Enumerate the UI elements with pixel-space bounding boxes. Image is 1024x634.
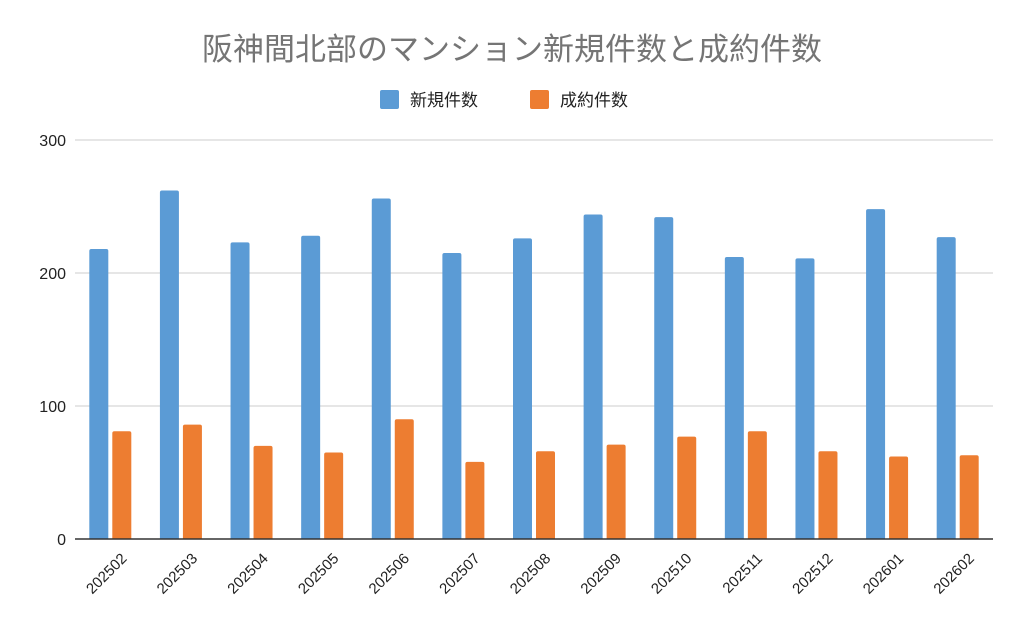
bar-new-202506	[371, 198, 391, 539]
bar-contract-202504	[253, 445, 273, 539]
bar-contract-202508	[536, 451, 555, 539]
legend-item-contract: 成約件数	[530, 90, 628, 111]
legend: 新規件数 成約件数	[380, 90, 628, 111]
bar-new-202510	[654, 217, 674, 539]
bar-contract-202506	[394, 419, 414, 539]
x-tick-label: 202507	[436, 550, 483, 597]
bar-new-202507	[442, 253, 462, 540]
x-axis-ticks: 202502 202503 202504 202505 202506 202507 2025…	[83, 550, 978, 597]
gridlines	[75, 139, 993, 407]
bar-contract-202511	[747, 431, 767, 539]
x-tick-label: 202511	[719, 550, 766, 597]
bar-new-202511	[724, 257, 744, 539]
bar-new-202505	[301, 235, 321, 539]
bar-contract-202505	[324, 452, 344, 539]
bar-new-202508	[513, 238, 532, 540]
x-tick-label: 202601	[860, 550, 907, 597]
x-tick-label: 202506	[366, 550, 413, 597]
bar-contract-202512	[818, 451, 838, 539]
y-axis-ticks: 0 100 200 300	[39, 133, 66, 549]
x-tick-label: 202505	[295, 550, 342, 597]
bar-new-202502	[89, 249, 109, 539]
bar-contract-202602	[959, 455, 979, 539]
bar-contract-202601	[889, 456, 909, 539]
bar-contract-202503	[182, 424, 202, 539]
bar-new-202509	[583, 214, 603, 540]
y-tick-label: 300	[39, 133, 66, 150]
x-tick-label: 202509	[577, 550, 624, 597]
legend-item-new: 新規件数	[380, 90, 478, 111]
y-tick-label: 0	[57, 532, 66, 549]
x-tick-label: 202508	[507, 550, 554, 597]
bar-new-202503	[159, 190, 179, 540]
legend-label-contract: 成約件数	[560, 91, 628, 111]
bars	[89, 190, 979, 540]
y-tick-label: 200	[39, 266, 66, 283]
x-tick-label: 202602	[930, 550, 977, 597]
bar-new-202504	[230, 242, 250, 539]
legend-swatch-contract	[530, 90, 549, 109]
bar-contract-202510	[677, 436, 697, 539]
y-tick-label: 100	[39, 399, 66, 416]
legend-swatch-new	[380, 90, 399, 109]
bar-new-202601	[866, 209, 886, 539]
bar-contract-202507	[465, 461, 485, 539]
x-tick-label: 202503	[154, 550, 201, 597]
x-tick-label: 202512	[789, 550, 836, 597]
bar-contract-202509	[606, 444, 626, 539]
bar-new-202602	[936, 237, 956, 539]
bar-new-202512	[795, 258, 815, 539]
legend-label-new: 新規件数	[410, 91, 478, 111]
x-tick-label: 202504	[224, 550, 271, 597]
chart-title: 阪神間北部のマンション新規件数と成約件数	[202, 32, 822, 68]
x-tick-label: 202502	[83, 550, 130, 597]
bar-contract-202502	[112, 431, 132, 539]
x-tick-label: 202510	[648, 550, 695, 597]
